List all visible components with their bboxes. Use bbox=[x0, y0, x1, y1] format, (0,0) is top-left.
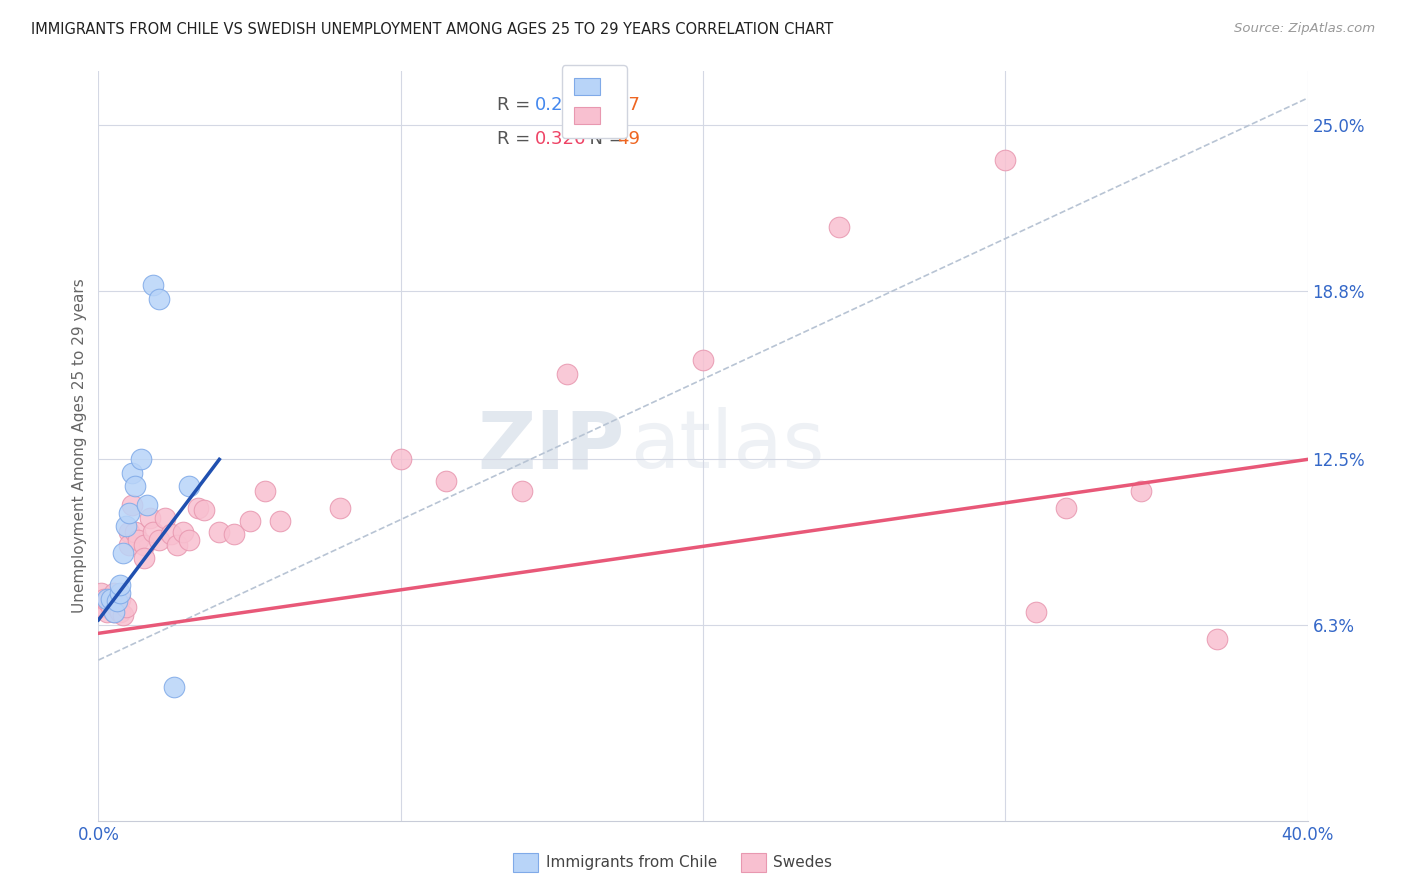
Point bbox=[208, 524, 231, 539]
Point bbox=[1054, 500, 1077, 515]
Text: atlas: atlas bbox=[630, 407, 825, 485]
Point bbox=[93, 599, 115, 614]
Point bbox=[153, 511, 176, 525]
Text: Source: ZipAtlas.com: Source: ZipAtlas.com bbox=[1234, 22, 1375, 36]
Point bbox=[93, 591, 115, 606]
Point bbox=[139, 511, 162, 525]
Text: N =: N = bbox=[578, 130, 630, 148]
Point bbox=[166, 538, 188, 552]
Point bbox=[224, 527, 246, 541]
Point bbox=[193, 503, 215, 517]
Legend: , : , bbox=[561, 65, 627, 138]
Point bbox=[127, 533, 149, 547]
Point bbox=[100, 591, 122, 606]
Point bbox=[118, 538, 141, 552]
Point bbox=[179, 479, 201, 493]
Point bbox=[111, 546, 134, 560]
Point bbox=[148, 533, 170, 547]
Point bbox=[148, 292, 170, 306]
Point bbox=[389, 452, 412, 467]
Point bbox=[90, 586, 112, 600]
Point bbox=[329, 500, 352, 515]
Point bbox=[510, 484, 533, 499]
Point bbox=[160, 527, 183, 541]
Text: R =: R = bbox=[498, 130, 537, 148]
Point bbox=[163, 680, 186, 694]
Text: 49: 49 bbox=[617, 130, 640, 148]
Point bbox=[108, 586, 131, 600]
Point bbox=[118, 524, 141, 539]
Point bbox=[1024, 605, 1046, 619]
Text: N =: N = bbox=[578, 96, 630, 114]
Point bbox=[1130, 484, 1153, 499]
Point bbox=[96, 605, 118, 619]
Point bbox=[434, 474, 457, 488]
Point bbox=[994, 153, 1017, 167]
Text: 17: 17 bbox=[617, 96, 640, 114]
Text: Swedes: Swedes bbox=[773, 855, 832, 870]
Text: ZIP: ZIP bbox=[477, 407, 624, 485]
Point bbox=[105, 594, 128, 608]
Point bbox=[114, 519, 136, 533]
Point bbox=[555, 367, 578, 381]
Text: IMMIGRANTS FROM CHILE VS SWEDISH UNEMPLOYMENT AMONG AGES 25 TO 29 YEARS CORRELAT: IMMIGRANTS FROM CHILE VS SWEDISH UNEMPLO… bbox=[31, 22, 834, 37]
Text: 0.265: 0.265 bbox=[534, 96, 586, 114]
Point bbox=[108, 591, 131, 606]
Point bbox=[105, 599, 128, 614]
Text: 0.326: 0.326 bbox=[534, 130, 586, 148]
Point bbox=[135, 498, 157, 512]
Point bbox=[692, 353, 714, 368]
Point bbox=[179, 533, 201, 547]
Point bbox=[129, 452, 152, 467]
Point bbox=[103, 605, 125, 619]
Point bbox=[96, 594, 118, 608]
Point bbox=[239, 514, 262, 528]
Point bbox=[132, 538, 155, 552]
Point bbox=[1206, 632, 1229, 646]
Point bbox=[121, 498, 143, 512]
Point bbox=[142, 278, 165, 293]
Point bbox=[100, 599, 122, 614]
Point bbox=[108, 605, 131, 619]
Point bbox=[124, 524, 146, 539]
Point bbox=[828, 219, 851, 234]
Point bbox=[172, 524, 194, 539]
Point bbox=[269, 514, 291, 528]
Text: R =: R = bbox=[498, 96, 537, 114]
Point bbox=[187, 500, 209, 515]
Point bbox=[111, 607, 134, 622]
Point bbox=[96, 591, 118, 606]
Point bbox=[100, 591, 122, 606]
Point bbox=[121, 466, 143, 480]
Point bbox=[118, 506, 141, 520]
Point bbox=[253, 484, 276, 499]
Point bbox=[124, 479, 146, 493]
Y-axis label: Unemployment Among Ages 25 to 29 years: Unemployment Among Ages 25 to 29 years bbox=[72, 278, 87, 614]
Point bbox=[103, 586, 125, 600]
Text: Immigrants from Chile: Immigrants from Chile bbox=[546, 855, 717, 870]
Point bbox=[103, 605, 125, 619]
Point bbox=[132, 551, 155, 566]
Point bbox=[108, 578, 131, 592]
Point bbox=[142, 524, 165, 539]
Point bbox=[105, 594, 128, 608]
Point bbox=[114, 599, 136, 614]
